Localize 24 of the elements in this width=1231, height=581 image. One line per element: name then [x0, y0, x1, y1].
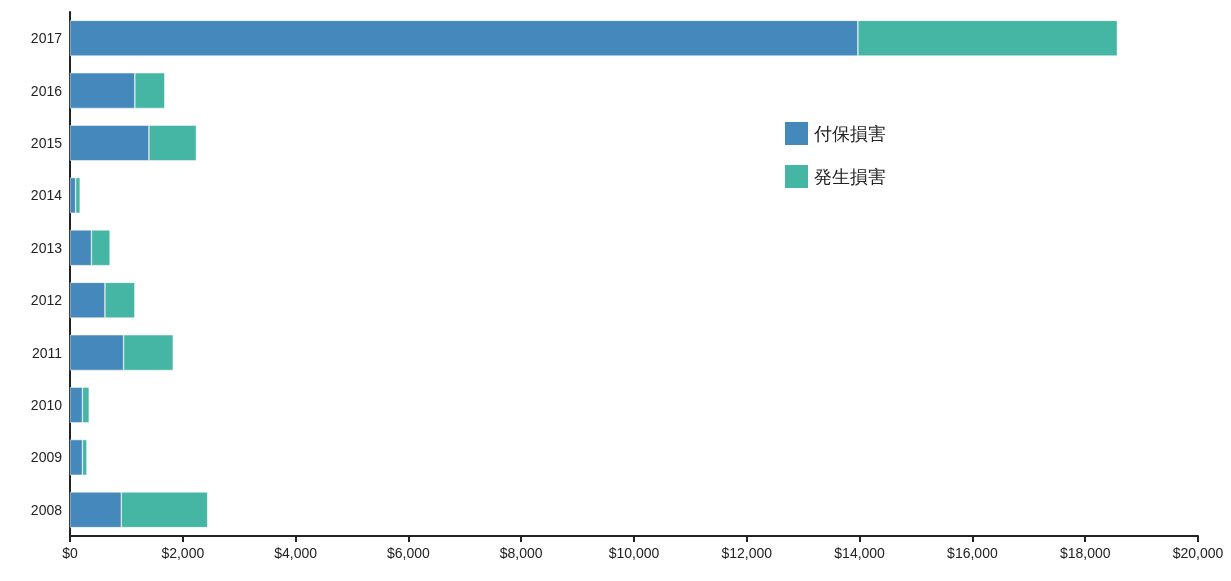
y-tick-label: 2011: [31, 344, 63, 361]
x-tick-label: $18,000: [1059, 545, 1111, 561]
x-tick-label: $14,000: [834, 545, 886, 561]
y-tick-label: 2009: [30, 449, 63, 466]
y-tick-label: 2015: [30, 135, 63, 151]
y-tick-label: 2008: [30, 501, 63, 518]
y-tick-label: 2014: [30, 187, 63, 204]
y-tick-label: 2010: [30, 397, 63, 413]
y-tick-label: 2013: [30, 239, 63, 256]
bar: [70, 439, 83, 476]
y-tick-label: 2016: [30, 82, 63, 99]
y-tick-label: 2017: [30, 30, 63, 47]
x-tick-label: $20,000: [1172, 545, 1224, 561]
x-tick-label: $10,000: [608, 545, 660, 561]
x-tick-label: $2,000: [161, 545, 205, 561]
x-tick-label: $16,000: [947, 545, 998, 561]
y-tick-label: 2012: [30, 292, 63, 309]
x-tick-label: $8,000: [499, 545, 543, 561]
x-tick-label: $12,000: [721, 545, 773, 561]
x-tick-label: $0: [62, 545, 78, 561]
legend-label: 発生損害: [814, 166, 886, 187]
x-tick-label: $4,000: [274, 545, 318, 561]
legend-label: 付保損害: [813, 123, 886, 144]
x-tick-label: $6,000: [386, 545, 431, 561]
